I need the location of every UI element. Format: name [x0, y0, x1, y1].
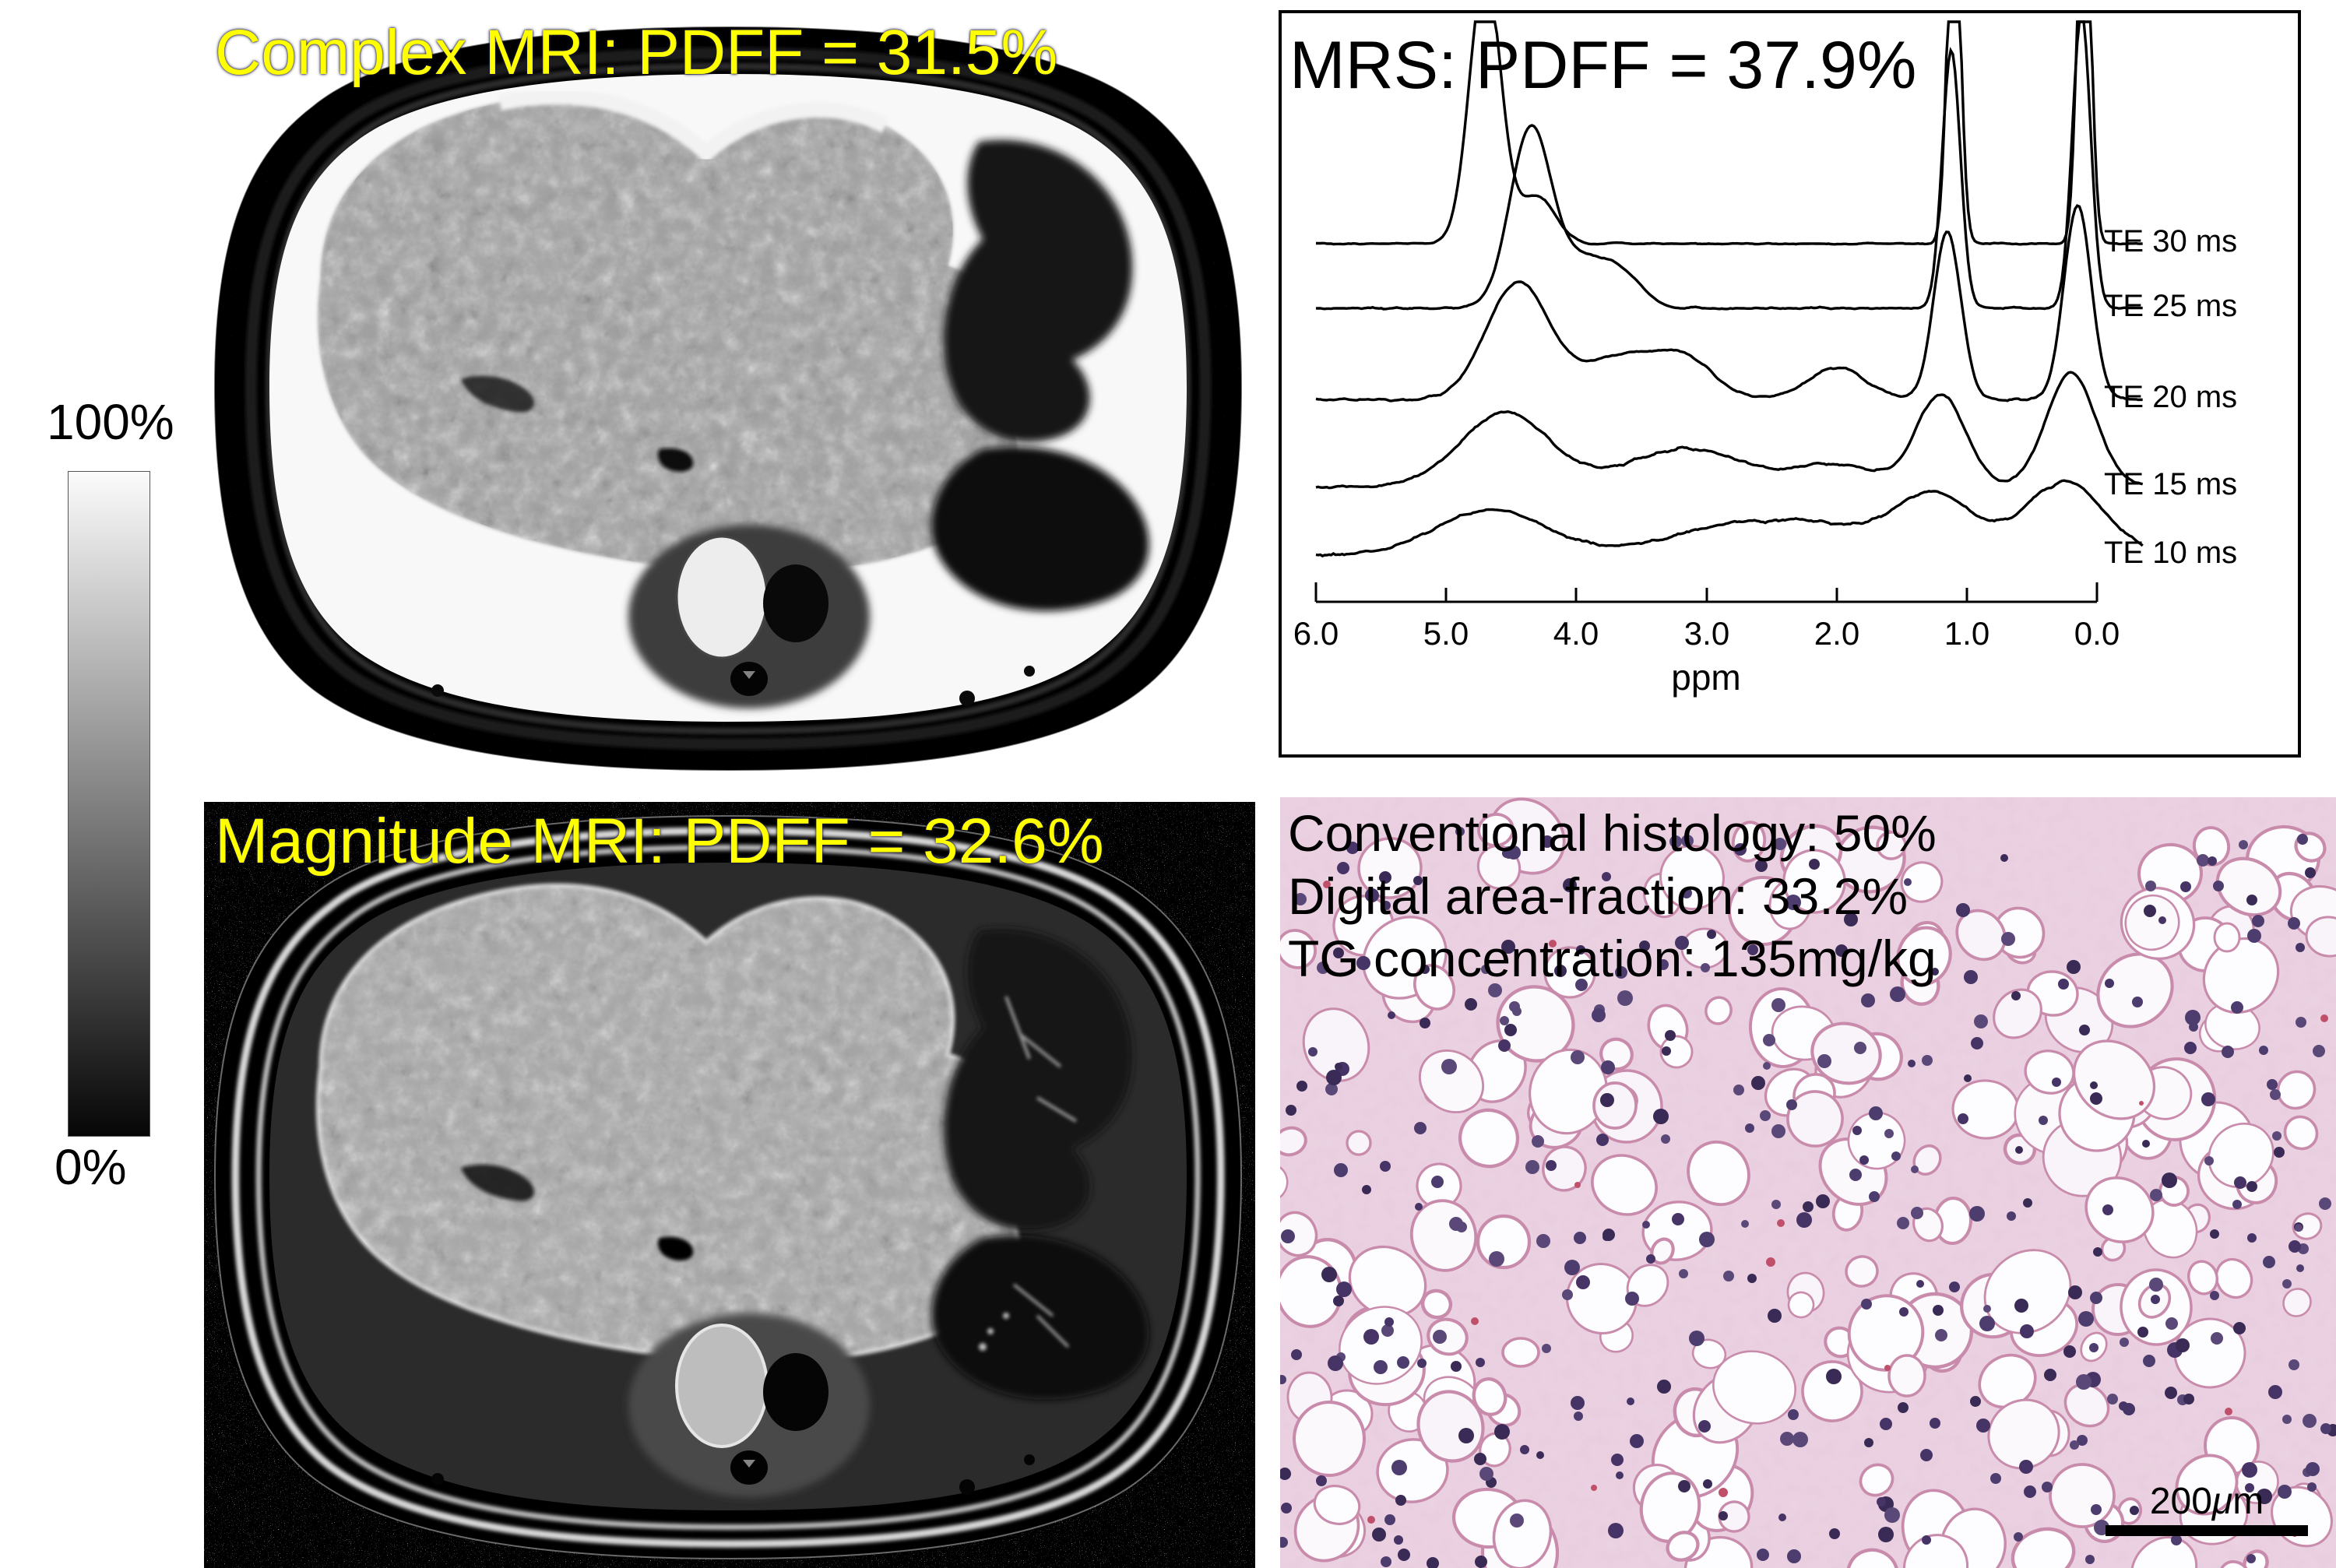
- svg-text:0.0: 0.0: [2074, 615, 2120, 652]
- svg-text:TE 30 ms: TE 30 ms: [2104, 224, 2237, 258]
- svg-text:TE 25 ms: TE 25 ms: [2104, 289, 2237, 323]
- svg-text:ppm: ppm: [1671, 657, 1740, 698]
- svg-text:MRS: PDFF = 37.9%: MRS: PDFF = 37.9%: [1289, 28, 1916, 103]
- svg-text:TE 15 ms: TE 15 ms: [2104, 467, 2237, 501]
- svg-text:200μm: 200μm: [2150, 1481, 2264, 1522]
- svg-text:1.0: 1.0: [1944, 615, 1989, 652]
- svg-text:3.0: 3.0: [1684, 615, 1729, 652]
- svg-text:6.0: 6.0: [1293, 615, 1339, 652]
- svg-text:TE 20 ms: TE 20 ms: [2104, 380, 2237, 414]
- svg-text:5.0: 5.0: [1423, 615, 1469, 652]
- svg-text:2.0: 2.0: [1814, 615, 1859, 652]
- svg-text:4.0: 4.0: [1553, 615, 1599, 652]
- svg-text:TE 10 ms: TE 10 ms: [2104, 536, 2237, 570]
